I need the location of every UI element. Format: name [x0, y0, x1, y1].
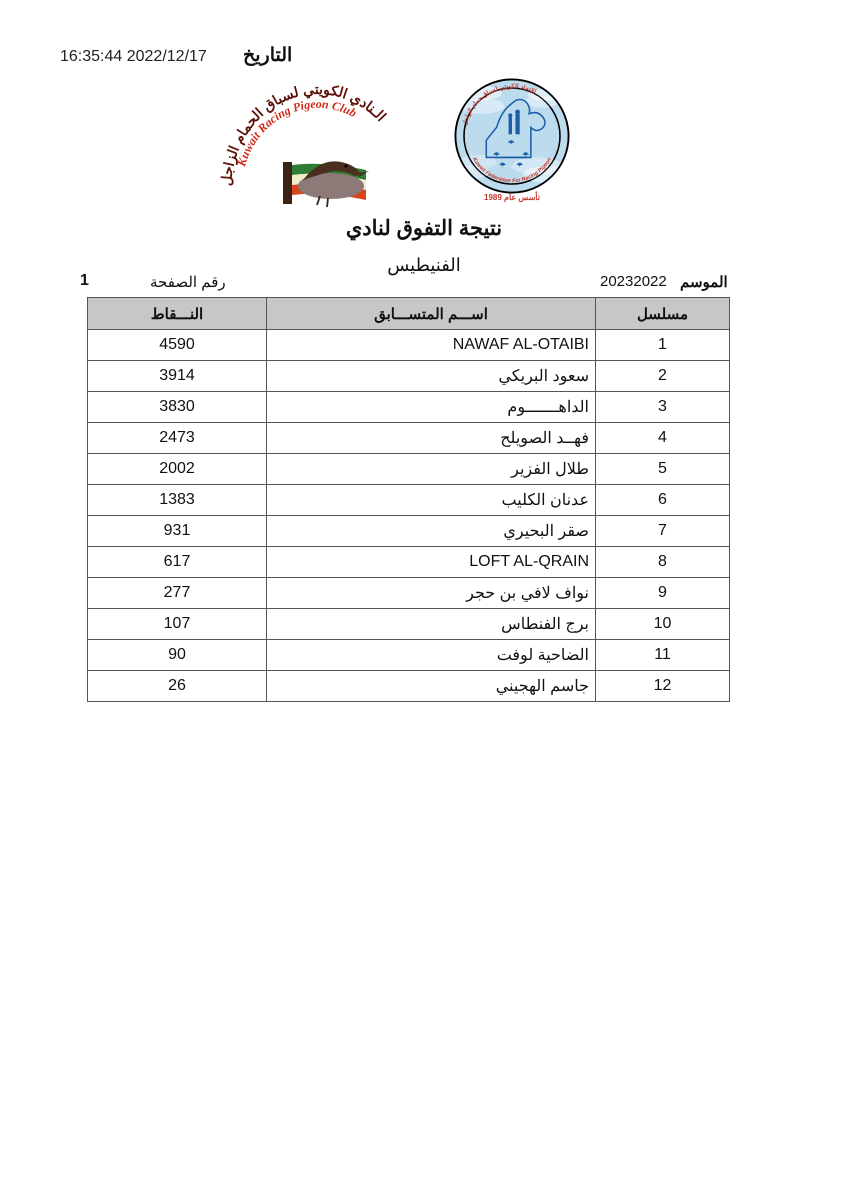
- svg-text:Kuwait Racing Pigeon Club: Kuwait Racing Pigeon Club: [234, 97, 359, 169]
